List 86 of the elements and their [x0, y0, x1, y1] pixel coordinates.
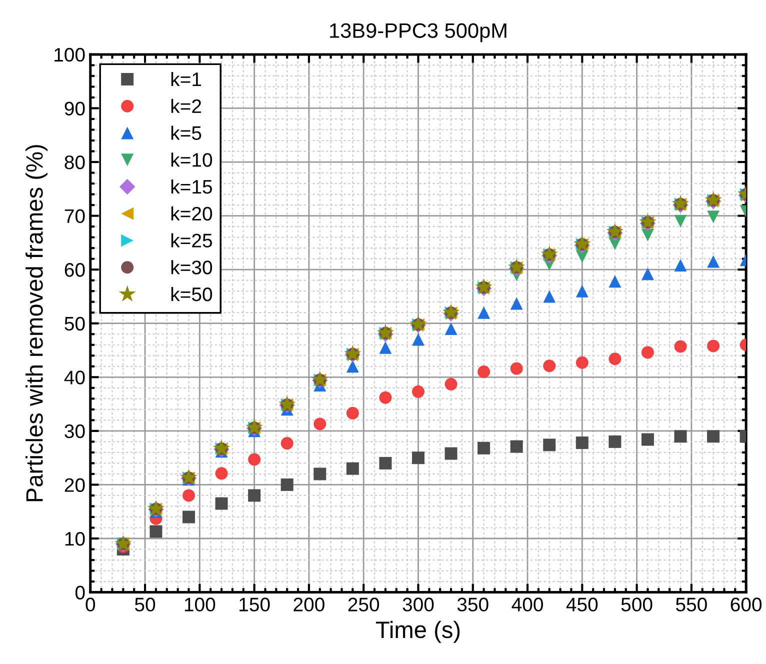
x-tick-label: 300 [402, 598, 434, 612]
legend-label: k=25 [171, 233, 212, 248]
point [576, 356, 588, 369]
y-tick-label: 60 [64, 263, 85, 277]
point [280, 437, 294, 450]
point [379, 391, 392, 404]
point [576, 284, 588, 298]
legend-label: k=30 [171, 260, 212, 274]
point [674, 259, 687, 272]
x-axis-title: Time (s) [376, 620, 460, 643]
legend-label: k=15 [171, 179, 212, 194]
legend-label: k=5 [171, 126, 202, 140]
chart-title: 13B9-PPC3 500pM [330, 23, 506, 42]
point [707, 430, 720, 443]
point [412, 333, 424, 346]
x-tick-label: 400 [512, 598, 543, 612]
point [707, 340, 720, 352]
point [674, 430, 687, 443]
point [444, 447, 458, 460]
x-tick-label: 550 [676, 598, 707, 612]
point [674, 214, 687, 228]
point [150, 525, 162, 538]
point [478, 442, 490, 454]
point [182, 489, 195, 502]
point [412, 385, 424, 398]
point [215, 497, 228, 510]
point [346, 462, 359, 475]
point [248, 453, 261, 466]
point [346, 360, 359, 373]
point [543, 360, 556, 372]
point [379, 341, 392, 354]
y-tick-label: 90 [64, 102, 85, 116]
legend-label: k=2 [171, 98, 202, 113]
point [314, 468, 326, 480]
point [707, 210, 720, 224]
point [182, 510, 195, 524]
x-tick-label: 0 [86, 598, 96, 612]
point [543, 290, 556, 303]
y-tick-label: 40 [64, 370, 85, 384]
point [379, 456, 392, 470]
point [608, 352, 622, 366]
legend-label: k=20 [171, 206, 212, 221]
x-tick-label: 50 [134, 598, 156, 612]
point [543, 438, 556, 452]
y-tick-label: 70 [64, 209, 85, 224]
y-tick-label: 20 [64, 478, 85, 492]
point [576, 436, 588, 450]
point [478, 306, 490, 319]
point [346, 406, 359, 420]
x-tick-label: 150 [240, 598, 270, 612]
point [641, 433, 654, 446]
point [641, 268, 654, 280]
point [608, 435, 622, 448]
y-tick-label: 100 [54, 48, 85, 62]
legend-label: k=1 [171, 72, 202, 86]
point [510, 440, 523, 453]
point [674, 340, 687, 353]
y-tick-label: 10 [65, 532, 85, 546]
point [641, 346, 654, 359]
point [510, 297, 523, 310]
y-tick-label: 0 [75, 586, 85, 600]
point [280, 478, 294, 491]
x-tick-label: 350 [457, 598, 488, 612]
y-tick-label: 50 [64, 316, 85, 331]
point [444, 322, 458, 335]
x-tick-label: 100 [184, 598, 216, 612]
point [641, 228, 654, 242]
y-axis-title: Particles with removed frames (%) [26, 145, 48, 502]
x-tick-label: 450 [566, 598, 598, 612]
x-tick-label: 600 [730, 598, 762, 612]
point [215, 467, 228, 480]
point [608, 275, 622, 288]
point [510, 362, 523, 375]
legend-label: k=10 [171, 152, 212, 167]
legend-label: k=50 [171, 286, 212, 302]
x-tick-label: 250 [348, 598, 380, 612]
point [248, 489, 261, 502]
x-tick-label: 500 [621, 598, 652, 612]
x-tick-label: 200 [294, 598, 324, 612]
point [444, 378, 458, 390]
y-tick-label: 30 [64, 424, 85, 438]
point [707, 255, 720, 268]
point [478, 366, 490, 378]
point [314, 418, 326, 430]
point [412, 452, 424, 464]
y-tick-label: 80 [64, 155, 85, 170]
